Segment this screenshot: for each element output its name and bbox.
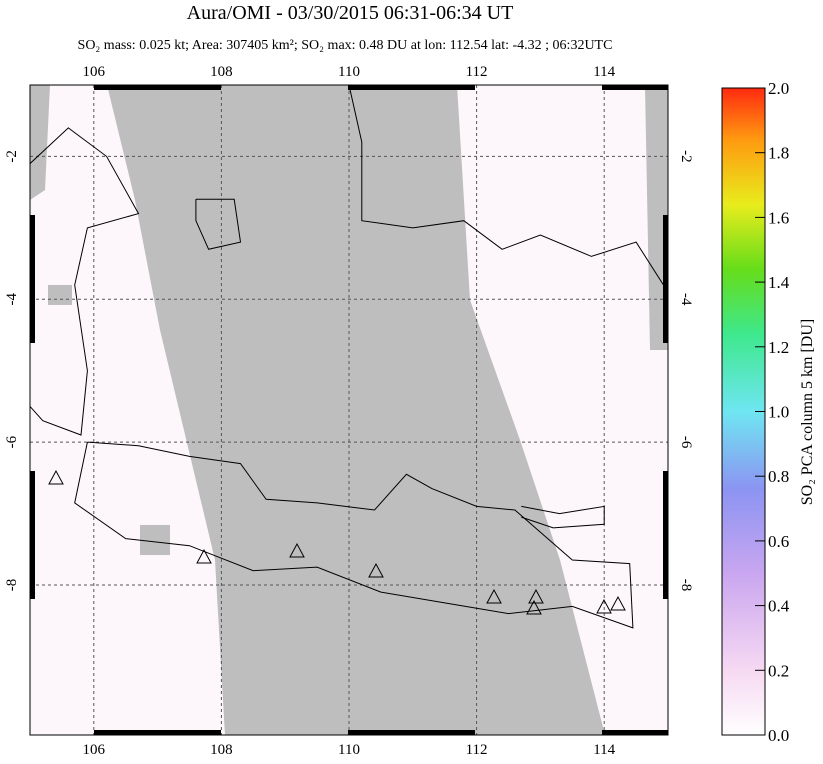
frame-bar — [348, 730, 475, 735]
colorbar-tick-label: 1.2 — [768, 338, 789, 357]
y-tick-label: -8 — [678, 579, 694, 592]
frame-bar — [30, 215, 35, 343]
x-tick-label: 112 — [466, 742, 488, 758]
colorbar-ticks: 0.0 0.2 0.4 0.6 0.8 1.0 1.2 1.4 1.6 1.8 2.0 — [755, 79, 790, 745]
colorbar-label: SO₂ PCA column 5 km [DU] — [799, 319, 816, 505]
x-tick-label: 112 — [466, 64, 488, 80]
colorbar-tick-label: 0.6 — [768, 532, 789, 551]
colorbar-tick-label: 0.2 — [768, 661, 789, 680]
frame-bar — [348, 85, 475, 90]
coastline — [348, 85, 668, 293]
grid — [30, 85, 668, 735]
colorbar-tick-label: 1.4 — [768, 273, 790, 292]
x-tick-label: 106 — [83, 742, 106, 758]
no-data-swath — [107, 85, 605, 735]
colorbar-tick-label: 0.4 — [768, 597, 790, 616]
coastline — [195, 198, 242, 250]
coastlines — [30, 85, 668, 629]
no-data-patch — [30, 85, 50, 200]
volcano — [486, 588, 502, 604]
x-tick-label: 114 — [593, 64, 615, 80]
frame-bar — [602, 85, 668, 90]
colorbar-tick-label: 0.8 — [768, 467, 789, 486]
x-tick-label: 108 — [210, 742, 233, 758]
volcano — [289, 542, 305, 558]
coastline — [30, 127, 140, 436]
y-tick-label: -8 — [4, 579, 20, 592]
colorbar-tick-label: 1.6 — [768, 208, 789, 227]
volcano — [610, 595, 626, 611]
x-tick-label: 110 — [338, 742, 360, 758]
title: Aura/OMI - 03/30/2015 06:31-06:34 UT — [187, 2, 514, 24]
x-tick-label: 106 — [83, 64, 106, 80]
y-tick-label: -4 — [4, 293, 20, 306]
volcano — [526, 599, 542, 615]
colorbar-tick-label: 1.8 — [768, 144, 789, 163]
frame-bar — [94, 730, 221, 735]
y-tick-label: -2 — [678, 150, 694, 163]
frame-bar — [30, 471, 35, 599]
volcano — [368, 562, 384, 578]
colorbar-tick-label: 2.0 — [768, 79, 789, 98]
volcano — [596, 598, 612, 614]
x-tick-label: 108 — [210, 64, 233, 80]
y-tick-label: -6 — [4, 435, 20, 448]
volcano — [48, 469, 64, 485]
volcano — [196, 548, 212, 564]
map-area — [30, 85, 668, 735]
colorbar-tick-label: 0.0 — [768, 726, 789, 745]
volcanoes — [48, 469, 626, 615]
subtitle: SO₂ mass: 0.025 kt; Area: 307405 km²; SO… — [78, 38, 613, 53]
x-tick-label: 110 — [338, 64, 360, 80]
y-tick-label: -6 — [678, 436, 694, 449]
colorbar-tick-label: 1.0 — [768, 403, 789, 422]
volcano — [528, 588, 544, 604]
y-tick-label: -2 — [4, 150, 20, 163]
x-tick-label: 114 — [593, 742, 615, 758]
coastline — [521, 505, 605, 529]
frame-bar — [94, 85, 221, 90]
coastline — [74, 441, 634, 629]
frame-bar — [663, 215, 668, 343]
no-data-patch — [48, 285, 72, 305]
frame-bar — [663, 471, 668, 599]
frame-bar — [602, 730, 668, 735]
no-data-patch — [140, 525, 170, 555]
y-tick-label: -4 — [678, 293, 694, 306]
frame — [29, 84, 669, 736]
